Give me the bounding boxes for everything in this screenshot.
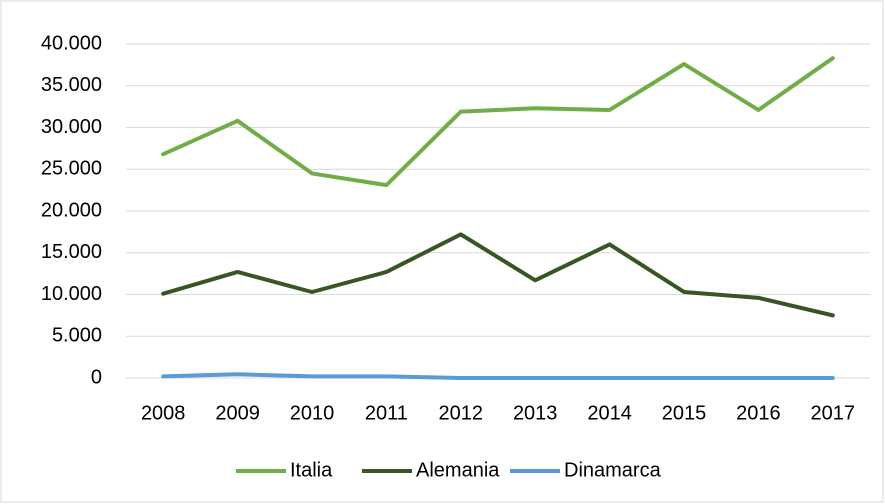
legend-label: Dinamarca: [564, 459, 662, 481]
y-tick-label: 30.000: [41, 116, 102, 138]
x-tick-label: 2013: [513, 402, 558, 424]
y-tick-label: 35.000: [41, 74, 102, 96]
x-tick-label: 2017: [811, 402, 856, 424]
x-tick-label: 2009: [215, 402, 260, 424]
x-tick-label: 2010: [290, 402, 335, 424]
x-tick-label: 2008: [141, 402, 186, 424]
series-line: [161, 56, 835, 188]
y-tick-label: 20.000: [41, 199, 102, 221]
x-tick-label: 2012: [439, 402, 484, 424]
y-tick-label: 10.000: [41, 283, 102, 305]
legend-label: Alemania: [416, 459, 500, 481]
x-tick-label: 2014: [587, 402, 632, 424]
y-tick-label: 15.000: [41, 241, 102, 263]
series-line: [161, 232, 835, 318]
x-tick-label: 2011: [365, 402, 408, 424]
legend-label: Italia: [290, 459, 333, 481]
y-tick-label: 25.000: [41, 158, 102, 180]
series-line: [161, 372, 835, 380]
x-tick-label: 2016: [736, 402, 781, 424]
y-tick-label: 0: [91, 366, 102, 388]
x-tick-label: 2015: [662, 402, 707, 424]
y-tick-label: 40.000: [41, 32, 102, 54]
y-tick-label: 5.000: [52, 325, 102, 347]
